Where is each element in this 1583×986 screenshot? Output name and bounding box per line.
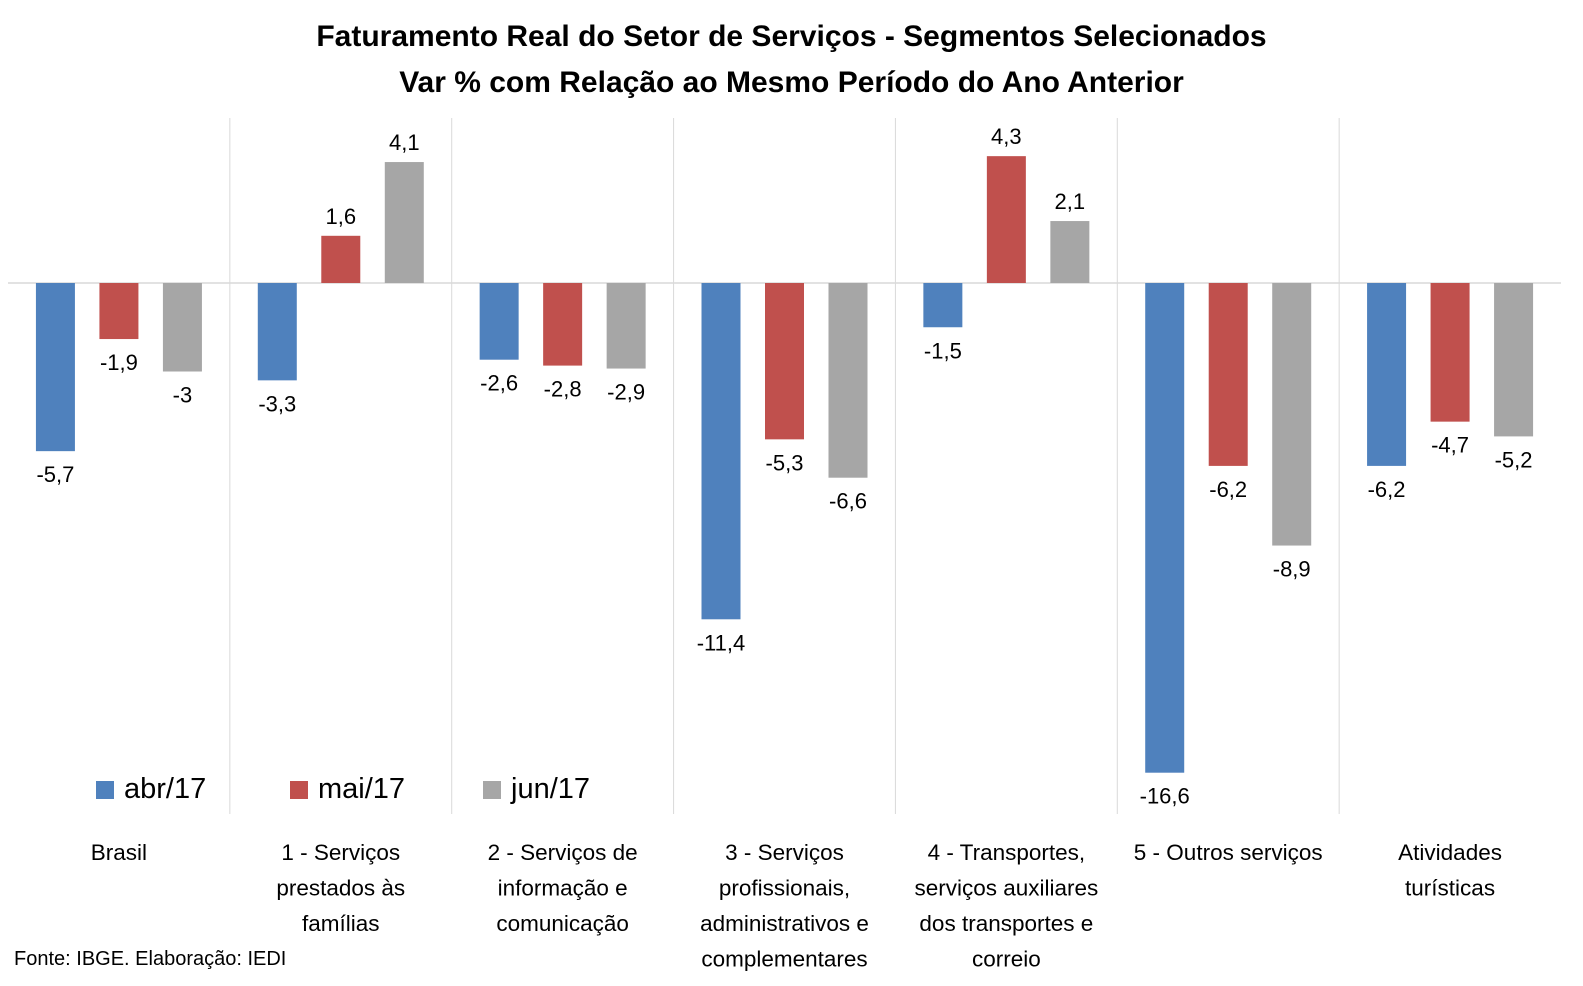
data-label-abr-17-6: -6,2 [1368,477,1406,502]
source-note: Fonte: IBGE. Elaboração: IEDI [14,948,287,970]
data-label-mai-17-2: -2,8 [544,377,582,402]
bar-abr-17-4 [923,283,963,328]
data-label-abr-17-2: -2,6 [480,371,518,396]
data-label-mai-17-6: -4,7 [1431,433,1469,458]
data-label-jun-17-4: 2,1 [1055,189,1086,214]
bar-jun-17-6 [1494,283,1534,437]
bar-abr-17-3 [701,283,741,620]
legend-label-mai17: mai/17 [318,773,406,805]
data-label-mai-17-4: 4,3 [991,124,1022,149]
bar-mai-17-4 [986,156,1026,283]
data-label-abr-17-3: -11,4 [697,630,746,655]
data-label-abr-17-5: -16,6 [1140,784,1190,809]
bar-mai-17-6 [1430,283,1470,422]
category-label-6: Atividades turísticas [1398,840,1502,901]
bar-jun-17-1 [384,162,424,283]
data-label-jun-17-2: -2,9 [607,380,645,405]
chart-subtitle: Var % com Relação ao Mesmo Período do An… [399,66,1184,99]
bar-mai-17-0 [99,283,139,340]
chart-title: Faturamento Real do Setor de Serviços - … [316,20,1267,53]
legend-swatch-abr17 [96,780,114,799]
data-label-mai-17-1: 1,6 [325,204,356,229]
bar-abr-17-1 [257,283,297,381]
data-label-abr-17-4: -1,5 [924,338,962,363]
category-label-0: Brasil [91,840,147,865]
bar-mai-17-2 [543,283,583,366]
data-label-abr-17-1: -3,3 [258,391,296,416]
legend-label-jun17: jun/17 [511,773,591,805]
data-label-jun-17-3: -6,6 [829,489,867,514]
data-label-jun-17-5: -8,9 [1273,557,1311,582]
category-label-4: 4 - Transportes, serviços auxiliares dos t… [914,840,1098,972]
bar-jun-17-4 [1050,221,1090,283]
legend-item-jun17: jun/17 [483,773,590,806]
category-label-3: 3 - Serviços profissionais, administrativo… [700,840,869,972]
category-label-1: 1 - Serviços prestados às famílias [276,840,405,936]
legend-item-mai17: mai/17 [290,773,405,806]
data-label-jun-17-1: 4,1 [389,130,420,155]
bar-mai-17-1 [321,235,361,283]
data-label-jun-17-0: -3 [173,383,193,408]
category-label-2: 2 - Serviços de informação e comunicação [488,840,638,936]
data-label-mai-17-5: -6,2 [1209,477,1247,502]
bar-abr-17-0 [35,283,75,452]
data-label-abr-17-0: -5,7 [36,462,74,487]
legend-swatch-mai17 [290,780,308,799]
bar-jun-17-0 [162,283,202,372]
bar-mai-17-5 [1208,283,1248,466]
bar-abr-17-2 [479,283,519,360]
legend-swatch-jun17 [483,780,501,799]
bar-jun-17-2 [606,283,646,369]
bar-jun-17-5 [1272,283,1312,546]
legend-item-abr17: abr/17 [96,773,206,806]
bar-jun-17-3 [828,283,868,478]
data-label-mai-17-3: -5,3 [766,450,804,475]
data-label-jun-17-6: -5,2 [1495,447,1533,472]
bar-abr-17-6 [1367,283,1407,466]
bar-abr-17-5 [1145,283,1185,773]
category-label-5: 5 - Outros serviços [1134,840,1323,865]
legend-label-abr17: abr/17 [124,773,207,805]
bar-mai-17-3 [765,283,804,440]
data-label-mai-17-0: -1,9 [100,350,138,375]
